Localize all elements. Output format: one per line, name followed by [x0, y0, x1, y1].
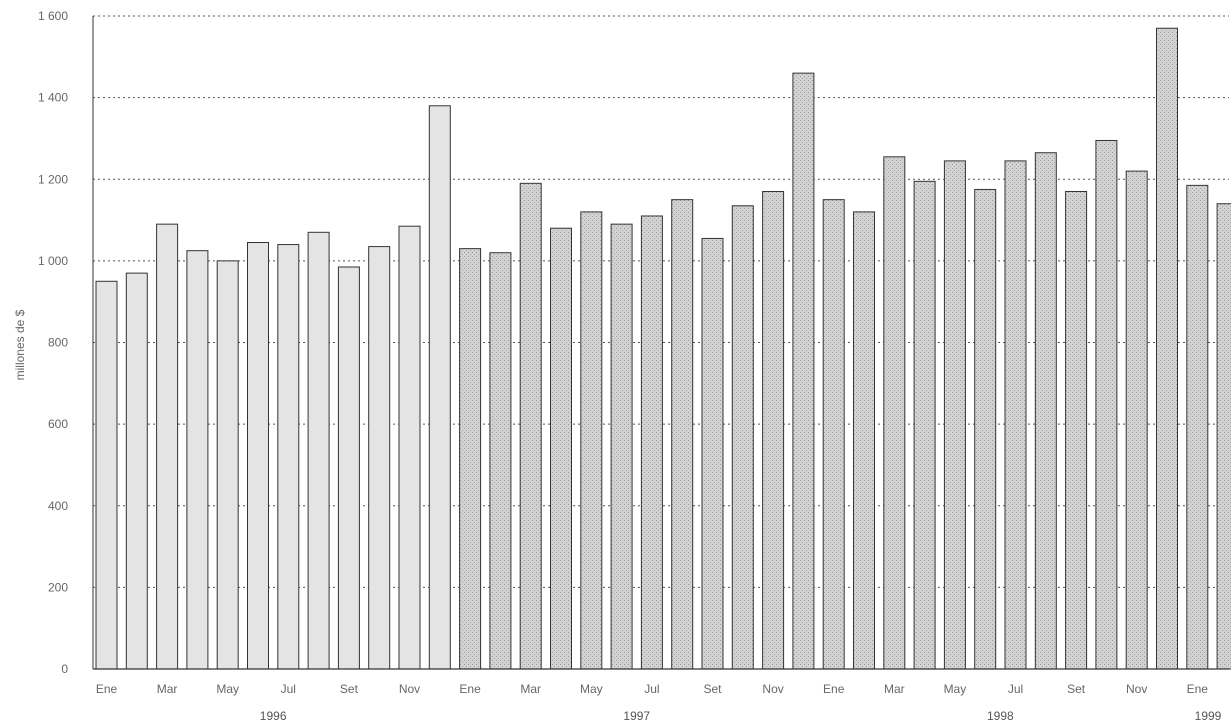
bar — [186, 250, 209, 670]
x-tick-label: Nov — [399, 682, 420, 696]
bar — [125, 272, 148, 670]
bar — [368, 246, 391, 670]
x-tick-label: Jul — [1008, 682, 1023, 696]
y-tick-labels: 0 200 400 600 800 1 000 1 200 1 400 1 600 — [38, 9, 68, 676]
bar — [337, 266, 360, 670]
y-axis-label: millones de $ — [13, 309, 27, 380]
x-tick-label: Set — [1067, 682, 1086, 696]
bar — [580, 211, 603, 670]
bar — [216, 260, 239, 670]
bar — [1125, 170, 1148, 670]
year-label: 1996 — [260, 709, 287, 723]
y-tick-label: 600 — [48, 417, 68, 431]
x-tick-label: Nov — [762, 682, 783, 696]
bar — [398, 225, 421, 670]
bar — [943, 160, 966, 670]
x-tick-label: Ene — [96, 682, 118, 696]
y-tick-label: 800 — [48, 336, 68, 350]
x-tick-label: Ene — [459, 682, 481, 696]
bar — [519, 182, 542, 670]
x-tick-label: Set — [340, 682, 359, 696]
x-tick-label: May — [580, 682, 603, 696]
bar — [731, 205, 754, 670]
x-tick-label: Nov — [1126, 682, 1147, 696]
bar — [640, 215, 663, 670]
bar — [489, 252, 512, 670]
bar — [883, 156, 906, 670]
x-tick-label: Mar — [884, 682, 905, 696]
bar — [792, 72, 815, 670]
y-tick-label: 200 — [48, 580, 68, 594]
x-tick-label: Jul — [281, 682, 296, 696]
bar — [1034, 152, 1057, 670]
x-tick-label: May — [216, 682, 239, 696]
bar — [428, 105, 451, 670]
x-tick-label: Jul — [644, 682, 659, 696]
y-tick-label: 1 600 — [38, 9, 68, 23]
bar — [1186, 184, 1209, 670]
bar — [277, 244, 300, 670]
bar — [1004, 160, 1027, 670]
y-tick-label: 0 — [61, 662, 68, 676]
x-tick-label: May — [944, 682, 967, 696]
year-label: 1997 — [623, 709, 650, 723]
year-labels: 1996 1997 1998 1999 — [260, 709, 1222, 723]
bar — [95, 280, 118, 670]
bar — [974, 188, 997, 670]
y-tick-label: 1 000 — [38, 254, 68, 268]
x-tick-label: Mar — [520, 682, 541, 696]
x-tick-label: Ene — [1187, 682, 1209, 696]
bar — [671, 199, 694, 670]
bar — [822, 199, 845, 670]
bars — [95, 27, 1231, 670]
y-tick-label: 1 200 — [38, 172, 68, 186]
bar — [156, 223, 179, 670]
bar — [853, 211, 875, 670]
bar — [459, 248, 482, 670]
axes — [92, 16, 1229, 670]
bar — [247, 242, 269, 670]
x-tick-label: Ene — [823, 682, 845, 696]
bar — [913, 180, 936, 670]
y-tick-label: 1 400 — [38, 91, 68, 105]
bar — [1156, 27, 1178, 670]
bar — [701, 237, 724, 670]
x-tick-label: Set — [703, 682, 722, 696]
bar — [762, 190, 785, 670]
x-tick-labels: Ene Mar May Jul Set Nov Ene Mar May Jul Set Nov Ene M… — [96, 682, 1208, 696]
bar — [550, 227, 572, 670]
y-tick-label: 400 — [48, 499, 68, 513]
bar — [1216, 203, 1231, 670]
bar — [1065, 190, 1088, 670]
year-label: 1999 — [1195, 709, 1222, 723]
bar — [307, 231, 330, 670]
bar — [610, 223, 633, 670]
x-tick-label: Mar — [157, 682, 178, 696]
year-label: 1998 — [987, 709, 1014, 723]
bar — [1095, 139, 1118, 670]
